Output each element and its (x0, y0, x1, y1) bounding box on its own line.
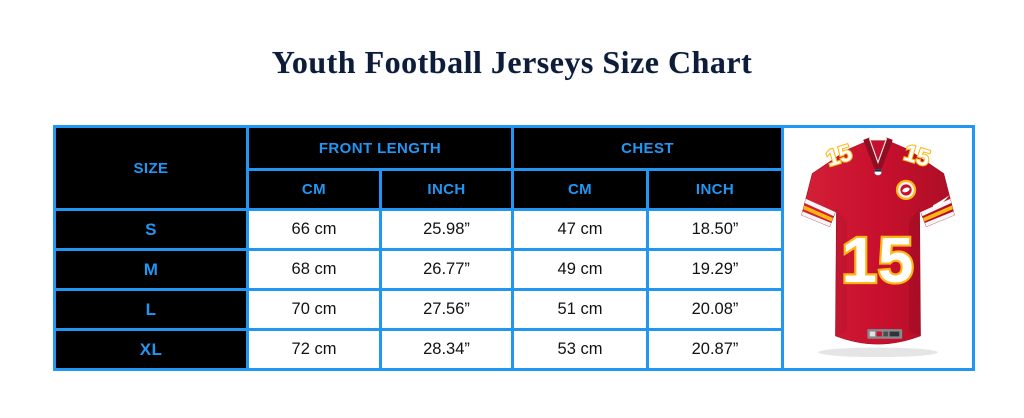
table-row-s: S 66 cm 25.98” 47 cm 18.50” (53, 208, 974, 251)
size-label: L (53, 288, 249, 331)
size-label: S (53, 208, 249, 251)
header-size: SIZE (53, 125, 249, 211)
subheader-front-inch: INCH (378, 168, 515, 211)
jersey-chest-number: 15 (842, 223, 915, 295)
jersey-shadow (818, 347, 938, 357)
front-length-cm: 72 cm (246, 328, 382, 371)
chest-cm: 47 cm (511, 208, 650, 251)
subheader-front-cm: CM (246, 168, 382, 211)
front-length-inch: 25.98” (378, 208, 515, 251)
chest-cm: 53 cm (511, 328, 650, 371)
size-chart-table: SIZE FRONT LENGTH CHEST (53, 125, 976, 371)
jersey-collar (863, 136, 893, 172)
chest-inch: 20.87” (646, 328, 785, 371)
front-length-inch: 28.34” (378, 328, 515, 371)
nfl-shield-icon (874, 168, 882, 176)
page-title: Youth Football Jerseys Size Chart (271, 44, 753, 80)
chest-inch: 19.29” (646, 248, 785, 291)
front-length-cm: 70 cm (246, 288, 382, 331)
front-length-cm: 68 cm (246, 248, 382, 291)
jersey-jock-tag (867, 328, 903, 339)
chest-cm: 49 cm (511, 248, 650, 291)
front-length-cm: 66 cm (246, 208, 382, 251)
sleeve-stripes (801, 198, 955, 227)
table-row-l: L 70 cm 27.56” 51 cm 20.08” (53, 288, 974, 331)
chest-inch: 18.50” (646, 208, 785, 251)
chiefs-patch-icon (895, 179, 917, 200)
jersey-body (801, 139, 955, 344)
header-chest: CHEST (511, 125, 785, 171)
jersey-shading (835, 208, 921, 336)
subheader-chest-cm: CM (511, 168, 650, 211)
chest-cm: 51 cm (511, 288, 650, 331)
size-label: XL (53, 328, 249, 371)
table-row-xl: XL 72 cm 28.34” 53 cm 20.87” (53, 328, 974, 371)
jersey-image-cell: 15 15 15 (781, 125, 976, 371)
jersey-image: 15 15 15 (801, 136, 955, 357)
nike-swoosh-icon (932, 194, 950, 208)
front-length-inch: 27.56” (378, 288, 515, 331)
chest-inch: 20.08” (646, 288, 785, 331)
size-label: M (53, 248, 249, 291)
front-length-inch: 26.77” (378, 248, 515, 291)
table-row-m: M 68 cm 26.77” 49 cm 19.29” (53, 248, 974, 291)
subheader-chest-inch: INCH (646, 168, 785, 211)
header-front-length: FRONT LENGTH (245, 125, 515, 171)
